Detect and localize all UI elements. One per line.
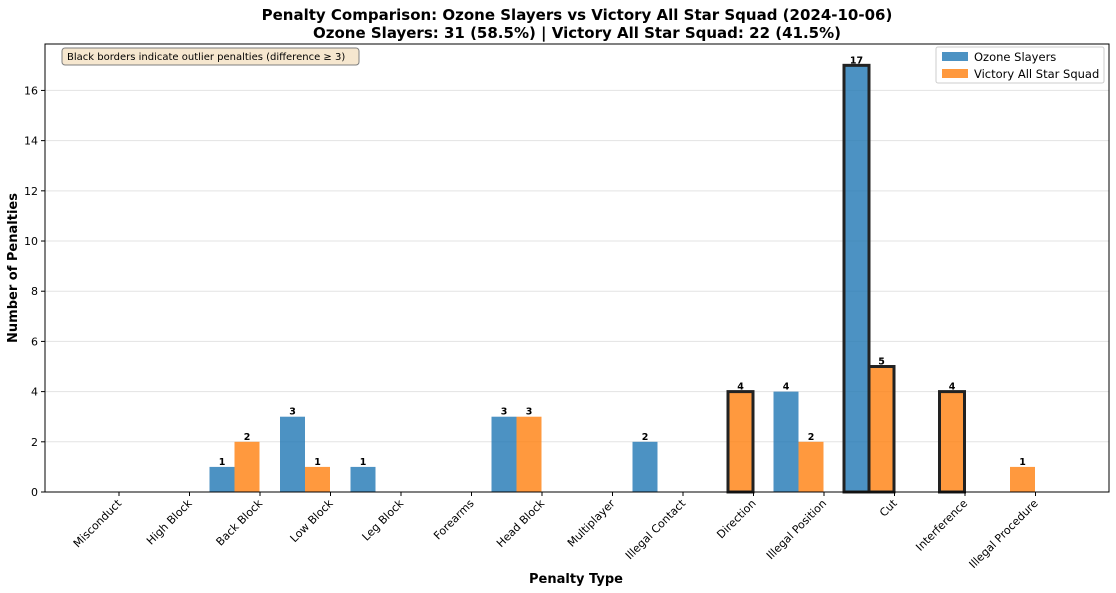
plot-frame: [44, 43, 1110, 493]
y-tick-label: 8: [31, 285, 38, 298]
bar-victory-all-star-squad-illegal-contact: [726, 390, 755, 494]
y-tick-label: 4: [31, 386, 38, 399]
bars: [209, 63, 1035, 494]
data-label-ozone-slayers-multiplayer: 2: [642, 432, 649, 443]
bar-ozone-slayers-direction: [773, 391, 799, 492]
bar-victory-all-star-squad-cut: [938, 390, 966, 494]
y-tick-label: 2: [31, 436, 38, 449]
chart-subtitle: Ozone Slayers: 31 (58.5%) | Victory All …: [313, 24, 841, 43]
x-tick-label-illegal-procedure: Illegal Procedure: [967, 497, 1041, 571]
legend-label-ozone-slayers: Ozone Slayers: [974, 50, 1056, 64]
x-tick-label-back-block: Back Block: [214, 496, 266, 548]
bar-victory-all-star-squad-forearms: [516, 416, 542, 492]
bar-ozone-slayers-illegal-position: [842, 63, 871, 494]
bar-ozone-slayers-back-block: [280, 416, 305, 492]
legend-swatch-victory-all-star-squad: [942, 69, 968, 78]
legend-label-victory-all-star-squad: Victory All Star Squad: [974, 67, 1099, 81]
y-tick-label: 14: [24, 135, 38, 148]
data-label-ozone-slayers-high-block: 1: [219, 457, 226, 468]
x-tick-label-direction: Direction: [714, 497, 758, 541]
x-tick-label-forearms: Forearms: [431, 497, 477, 543]
annotation-text: Black borders indicate outlier penalties…: [67, 52, 345, 63]
bar-victory-all-star-squad-high-block: [234, 441, 260, 492]
data-label-ozone-slayers-low-block: 1: [360, 457, 367, 468]
legend-swatch-ozone-slayers: [942, 52, 968, 61]
x-tick-label-multiplayer: Multiplayer: [565, 497, 618, 550]
bar-victory-all-star-squad-illegal-position: [867, 365, 896, 494]
bar-victory-all-star-squad-interference: [1010, 466, 1035, 492]
y-axis-ticks: 0 2 4 6 8 10 12 14 16: [24, 84, 45, 499]
y-tick-label: 10: [24, 235, 38, 248]
bar-victory-all-star-squad-direction: [798, 441, 824, 492]
x-tick-label-illegal-contact: Illegal Contact: [623, 496, 689, 562]
x-axis-label: Penalty Type: [529, 572, 623, 587]
data-label-victory-all-star-squad-illegal-position: 5: [878, 357, 885, 368]
data-label-victory-all-star-squad-high-block: 2: [244, 432, 251, 443]
data-label-ozone-slayers-back-block: 3: [289, 407, 296, 418]
x-tick-label-low-block: Low Block: [288, 496, 336, 544]
y-axis-label: Number of Penalties: [6, 193, 21, 343]
data-label-ozone-slayers-illegal-position: 17: [850, 55, 863, 66]
x-tick-label-illegal-position: Illegal Position: [764, 497, 829, 562]
x-tick-label-interference: Interference: [913, 497, 970, 554]
y-tick-label: 0: [31, 486, 38, 499]
annotation-box: Black borders indicate outlier penalties…: [61, 47, 360, 66]
data-label-victory-all-star-squad-direction: 2: [808, 432, 815, 443]
data-label-victory-all-star-squad-forearms: 3: [526, 407, 533, 418]
bar-ozone-slayers-multiplayer: [632, 441, 658, 492]
x-tick-label-misconduct: Misconduct: [71, 496, 125, 550]
x-tick-label-leg-block: Leg Block: [359, 496, 406, 543]
data-label-victory-all-star-squad-back-block: 1: [314, 457, 321, 468]
annotation-background: [61, 47, 360, 66]
legend-frame: [935, 46, 1105, 84]
x-tick-label-head-block: Head Block: [494, 496, 547, 549]
data-labels: 1 3 1 3 2 4 17 2 1 3 4 2 5 4 1: [219, 55, 1026, 468]
data-label-victory-all-star-squad-illegal-contact: 4: [737, 382, 744, 393]
x-tick-label-high-block: High Block: [144, 496, 195, 547]
chart-title: Penalty Comparison: Ozone Slayers vs Vic…: [262, 6, 893, 24]
data-label-ozone-slayers-forearms: 3: [501, 407, 508, 418]
legend: Ozone Slayers Victory All Star Squad: [935, 46, 1105, 84]
y-tick-label: 12: [24, 185, 38, 198]
grid-lines: [45, 89, 1109, 443]
bar-ozone-slayers-low-block: [350, 466, 376, 492]
y-tick-label: 6: [31, 335, 38, 348]
data-label-ozone-slayers-direction: 4: [783, 382, 790, 393]
bar-ozone-slayers-forearms: [491, 416, 517, 492]
data-label-victory-all-star-squad-cut: 4: [949, 382, 956, 393]
bar-ozone-slayers-high-block: [209, 466, 235, 492]
x-tick-label-cut: Cut: [877, 496, 900, 519]
y-tick-label: 16: [24, 84, 38, 97]
data-label-victory-all-star-squad-interference: 1: [1019, 457, 1026, 468]
x-axis-ticks: Misconduct High Block Back Block Low Block L…: [71, 492, 1041, 571]
bar-victory-all-star-squad-back-block: [305, 466, 330, 492]
